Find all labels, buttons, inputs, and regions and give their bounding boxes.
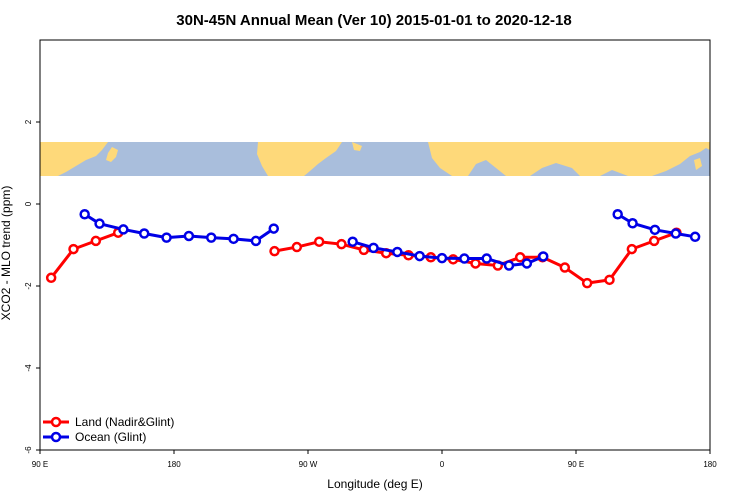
map-land-shape — [106, 147, 118, 162]
data-point-land — [269, 245, 280, 257]
data-point-ocean — [79, 209, 90, 220]
x-tick-label: 90 W — [299, 460, 318, 469]
legend: Land (Nadir&Glint) Ocean (Glint) — [43, 415, 174, 444]
data-point-ocean — [481, 253, 492, 264]
data-point-ocean — [161, 232, 172, 243]
x-axis-label: Longitude (deg E) — [327, 477, 422, 491]
data-point-ocean — [94, 218, 105, 229]
series-ocean — [79, 209, 701, 271]
chart-title: 30N-45N Annual Mean (Ver 10) 2015-01-01 … — [176, 12, 571, 29]
data-point-land — [626, 243, 638, 255]
data-point-ocean — [118, 224, 129, 235]
data-point-land — [291, 241, 303, 253]
data-point-ocean — [670, 228, 682, 239]
map-land — [40, 142, 710, 176]
series-layer — [45, 209, 701, 289]
legend-label-ocean: Ocean (Glint) — [75, 430, 146, 444]
data-point-ocean — [503, 260, 515, 271]
data-point-land — [336, 238, 347, 250]
data-point-ocean — [627, 218, 638, 229]
y-axis: -6 -4 -2 0 2 — [24, 119, 40, 454]
map-land-shape — [352, 142, 362, 151]
data-point-ocean — [612, 209, 623, 220]
data-point-land — [648, 235, 660, 247]
y-tick-label: -2 — [24, 282, 33, 290]
data-point-ocean — [521, 258, 533, 269]
data-point-ocean — [689, 231, 701, 243]
data-point-ocean — [138, 228, 150, 239]
x-tick-label: 90 E — [568, 460, 584, 469]
legend-label-land: Land (Nadir&Glint) — [75, 415, 174, 429]
data-point-land — [604, 274, 615, 286]
data-point-ocean — [347, 236, 358, 247]
series-line-land — [49, 231, 119, 279]
data-point-ocean — [414, 250, 425, 262]
plot-frame — [39, 39, 711, 451]
map-land-shape — [694, 158, 702, 170]
map-land-shape — [257, 142, 342, 176]
x-tick-label: 180 — [703, 460, 717, 469]
map-land-shape — [668, 147, 680, 163]
data-point-ocean — [268, 223, 280, 234]
y-tick-label: 2 — [24, 119, 33, 124]
y-tick-label: -4 — [24, 364, 33, 372]
series-line-ocean — [83, 212, 275, 243]
data-point-land — [45, 272, 57, 284]
data-point-land — [90, 235, 102, 247]
data-point-ocean — [228, 233, 239, 245]
x-tick-label: 180 — [167, 460, 181, 469]
legend-marker-ocean — [50, 431, 62, 443]
y-axis-label: XCO2 - MLO trend (ppm) — [0, 186, 13, 321]
data-point-ocean — [436, 252, 448, 264]
legend-marker-land — [50, 416, 62, 428]
data-point-ocean — [459, 253, 470, 264]
map-strip — [40, 142, 710, 176]
x-tick-label: 90 E — [32, 460, 48, 469]
data-point-ocean — [368, 242, 379, 254]
data-point-ocean — [537, 251, 549, 262]
data-point-land — [313, 236, 325, 247]
map-land-shape — [428, 142, 710, 176]
data-point-land — [470, 258, 481, 269]
data-point-land — [559, 262, 571, 273]
data-point-ocean — [392, 246, 403, 258]
data-point-ocean — [183, 230, 195, 242]
data-point-land — [514, 252, 526, 263]
data-point-ocean — [250, 235, 262, 247]
data-point-ocean — [205, 232, 217, 243]
y-tick-label: -6 — [24, 446, 33, 454]
series-line-ocean — [352, 240, 544, 267]
data-point-land — [68, 243, 79, 255]
data-point-ocean — [649, 224, 661, 236]
map-land-shape — [40, 142, 108, 176]
y-tick-label: 0 — [24, 201, 33, 206]
x-tick-label: 0 — [440, 460, 445, 469]
x-axis: 90 E 180 90 W 0 90 E 180 — [32, 450, 717, 469]
data-point-land — [581, 277, 593, 289]
